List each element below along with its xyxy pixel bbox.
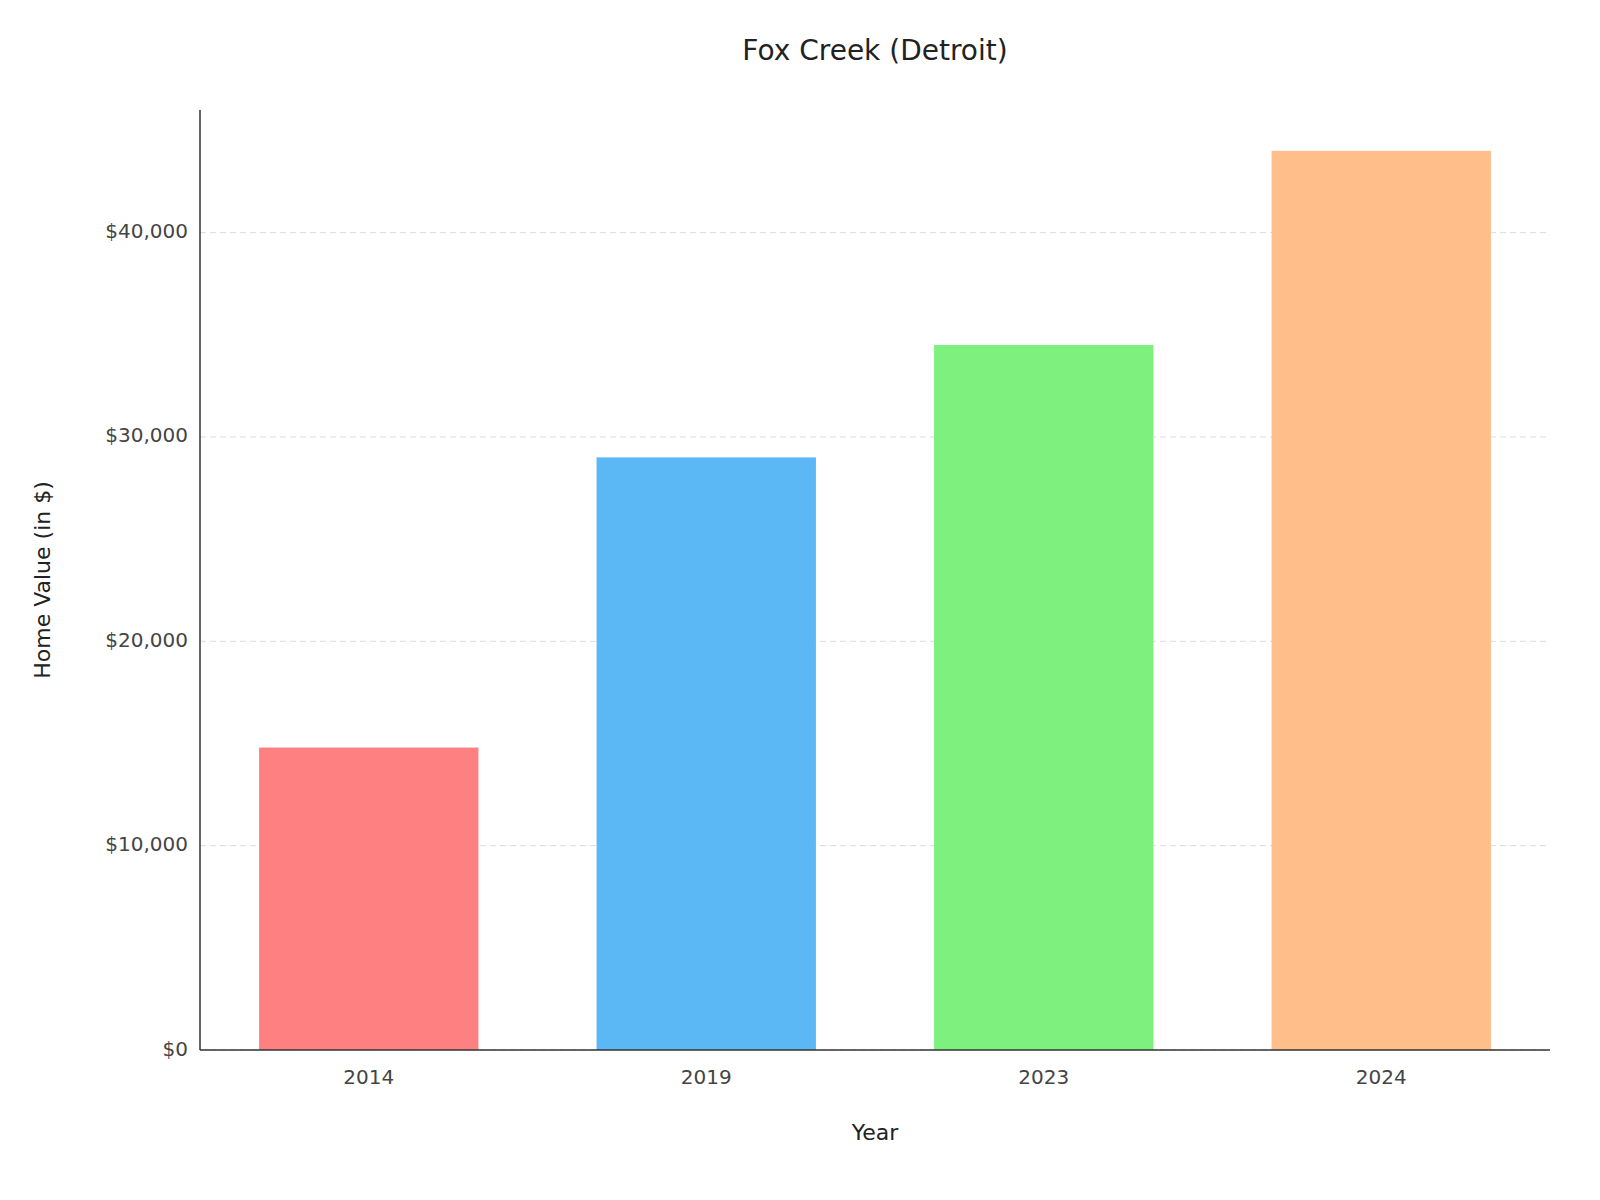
y-axis: $0 $10,000 $20,000 $30,000 $40,000 bbox=[105, 110, 200, 1061]
y-tick-label: $0 bbox=[163, 1037, 188, 1061]
x-axis: 2014 2019 2023 2024 bbox=[200, 1050, 1550, 1089]
title: Fox Creek (Detroit) bbox=[742, 34, 1007, 67]
x-tick-label: 2019 bbox=[681, 1065, 732, 1089]
y-tick-label: $40,000 bbox=[105, 219, 188, 243]
x-tick-label: 2024 bbox=[1356, 1065, 1407, 1089]
y-axis-label: Home Value (in $) bbox=[30, 481, 55, 679]
y-tick-label: $30,000 bbox=[105, 423, 188, 447]
chart-svg: $0$10,000$20,000$30,000$40,0002014201920… bbox=[0, 0, 1600, 1200]
bar bbox=[259, 748, 478, 1050]
y-axis-line bbox=[199, 110, 201, 1050]
grid-line bbox=[200, 1050, 1550, 1051]
x-tick-label: 2014 bbox=[343, 1065, 394, 1089]
x-axis-label: Year bbox=[851, 1120, 900, 1145]
y-tick-label: $20,000 bbox=[105, 628, 188, 652]
x-axis-line bbox=[200, 1049, 1550, 1051]
bars bbox=[259, 151, 1491, 1050]
x-tick-label: 2023 bbox=[1018, 1065, 1069, 1089]
background bbox=[0, 0, 1600, 1200]
bar bbox=[934, 345, 1153, 1050]
bar bbox=[597, 457, 816, 1050]
chart-container: $0$10,000$20,000$30,000$40,0002014201920… bbox=[0, 0, 1600, 1200]
y-tick-label: $10,000 bbox=[105, 832, 188, 856]
bar bbox=[1272, 151, 1491, 1050]
